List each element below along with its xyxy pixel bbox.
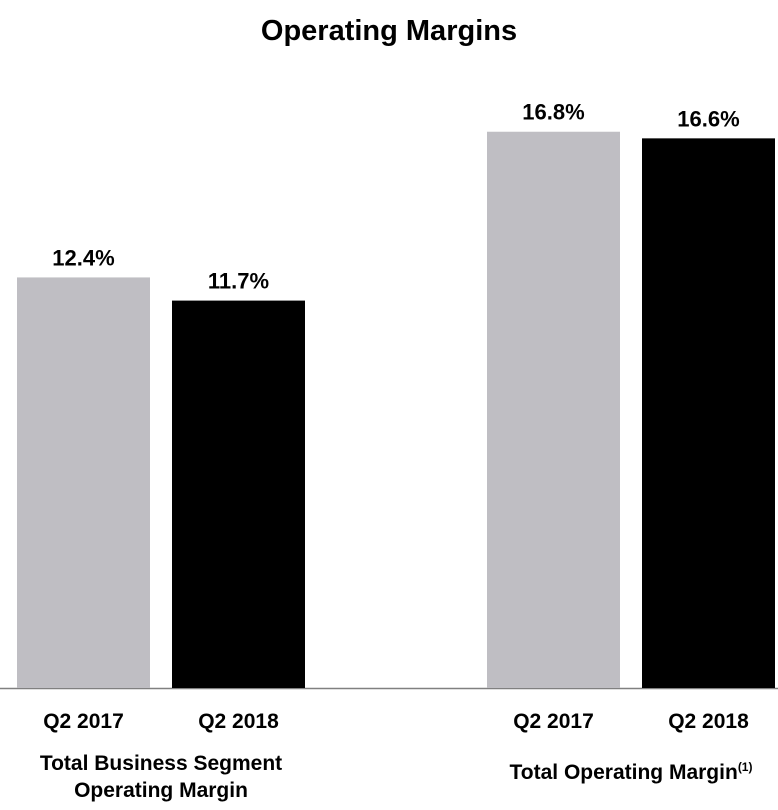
- bar: [642, 138, 775, 688]
- value-label: 16.6%: [677, 106, 739, 131]
- x-tick-label: Q2 2018: [198, 710, 279, 733]
- value-label: 16.8%: [522, 100, 584, 125]
- footnote-mark: (1): [737, 760, 753, 774]
- group-label: Total Business Segment Operating Margin: [31, 750, 291, 804]
- bar: [17, 277, 150, 688]
- x-tick-label: Q2 2017: [43, 710, 124, 733]
- chart-title: Operating Margins: [261, 15, 517, 47]
- x-tick-label: Q2 2017: [513, 710, 594, 733]
- bar: [487, 131, 620, 688]
- group-label: Total Operating Margin(1): [461, 759, 778, 786]
- x-tick-label: Q2 2018: [668, 710, 749, 733]
- bar: [172, 300, 305, 688]
- group-label-text: Total Operating Margin: [509, 761, 738, 784]
- group-label-text: Total Business Segment Operating Margin: [39, 752, 283, 802]
- value-label: 11.7%: [208, 269, 269, 294]
- value-label: 12.4%: [52, 245, 114, 270]
